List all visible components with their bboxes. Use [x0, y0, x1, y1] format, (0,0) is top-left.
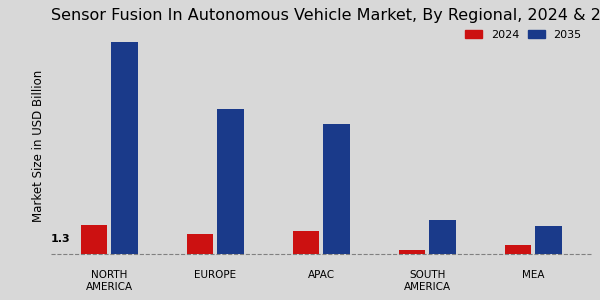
Bar — [323, 124, 350, 254]
Bar — [430, 220, 456, 254]
Bar — [80, 225, 107, 254]
Bar — [217, 109, 244, 254]
Y-axis label: Market Size in USD Billion: Market Size in USD Billion — [32, 70, 46, 222]
Bar — [398, 250, 425, 254]
Bar — [187, 234, 213, 254]
Bar — [535, 226, 562, 254]
Text: 1.3: 1.3 — [50, 234, 70, 244]
Bar — [112, 42, 138, 254]
Bar — [293, 231, 319, 254]
Bar — [505, 245, 531, 254]
Text: Sensor Fusion In Autonomous Vehicle Market, By Regional, 2024 & 2035: Sensor Fusion In Autonomous Vehicle Mark… — [51, 8, 600, 23]
Legend: 2024, 2035: 2024, 2035 — [461, 26, 586, 45]
